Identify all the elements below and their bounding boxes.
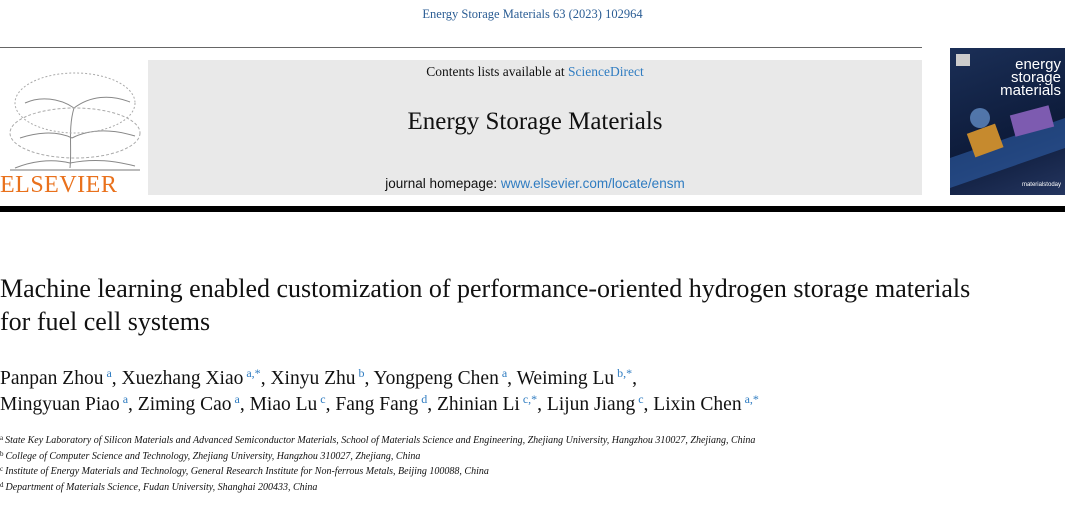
cover-title-line: storage (1010, 69, 1061, 86)
affiliation-label: a (0, 434, 4, 442)
publisher-name: ELSEVIER (0, 172, 118, 198)
author-affiliation-mark: a (122, 392, 129, 406)
article-title: Machine learning enabled customization o… (0, 274, 971, 336)
author-affiliation-mark: a (106, 366, 112, 380)
author-name: Xuezhang Xiao (121, 368, 244, 389)
author-name: Zhinian Li (436, 394, 520, 415)
author-separator: , (239, 394, 250, 415)
author-name: Xinyu Zhu (270, 368, 356, 389)
author-line: Mingyuan Piao a, Ziming Cao a, Miao Lu c, F… (0, 392, 759, 416)
author-name: Fang Fang (335, 394, 419, 415)
journal-banner: Contents lists available at ScienceDirec… (148, 60, 922, 195)
author-affiliation-mark: a,* (246, 366, 261, 380)
homepage-link[interactable]: www.elsevier.com/locate/ensm (500, 176, 685, 191)
cover-title-line: materials (1000, 82, 1061, 99)
affiliation-label: d (0, 480, 4, 489)
author-name: Ziming Cao (137, 394, 232, 415)
homepage-line: journal homepage: www.elsevier.com/locat… (148, 176, 922, 191)
cover-footer: materialstoday (1021, 182, 1061, 188)
author-name: Yongpeng Chen (373, 368, 499, 389)
affiliation-text: State Key Laboratory of Silicon Material… (5, 435, 756, 446)
affiliation: d Department of Materials Science, Fudan … (0, 479, 930, 495)
author-affiliation-mark: b (358, 366, 365, 380)
author-affiliation-mark: b,* (617, 366, 633, 380)
author-separator: , (643, 394, 654, 415)
cover-title: energy storage materials (1000, 56, 1061, 99)
affiliations: a State Key Laboratory of Silicon Materia… (0, 432, 930, 494)
author-name: Lixin Chen (653, 394, 742, 415)
author-separator: , (260, 368, 271, 389)
author-separator: , (325, 394, 336, 415)
journal-title: Energy Storage Materials (407, 108, 663, 135)
publisher-logo (9, 72, 141, 171)
author-name: Panpan Zhou (0, 368, 104, 389)
affiliation: b College of Computer Science and Technol… (0, 448, 930, 464)
author-affiliation-mark: a (501, 366, 508, 380)
author-separator: , (364, 368, 374, 389)
author-separator: , (427, 394, 437, 415)
author-affiliation-mark: a,* (744, 392, 759, 406)
header-bar (0, 206, 1065, 212)
author-separator: , (632, 368, 637, 389)
author-name: Miao Lu (249, 394, 318, 415)
journal-cover: energy storage materials materialstoday (950, 48, 1065, 195)
author-line: Panpan Zhou a, Xuezhang Xiao a,*, Xinyu Zh… (0, 366, 637, 390)
author-affiliation-mark: d (421, 392, 428, 406)
author-affiliation-mark: c (638, 392, 644, 406)
affiliation-text: Institute of Energy Materials and Techno… (5, 466, 489, 477)
author-name: Mingyuan Piao (0, 394, 120, 415)
author-name: Weiming Lu (516, 368, 615, 389)
author-name: Lijun Jiang (546, 394, 636, 415)
author-separator: , (507, 368, 517, 389)
rule (0, 47, 922, 48)
affiliation: a State Key Laboratory of Silicon Materia… (0, 432, 930, 448)
author-affiliation-mark: c (320, 392, 326, 406)
author-separator: , (537, 394, 547, 415)
cover-art (950, 54, 1065, 188)
affiliation: c Institute of Energy Materials and Techn… (0, 463, 930, 479)
affiliation-label: b (0, 449, 4, 458)
author-affiliation-mark: c,* (522, 392, 538, 406)
affiliation-label: c (0, 465, 4, 473)
cover-title-line: energy (1015, 56, 1061, 73)
author-separator: , (111, 368, 122, 389)
contents-prefix: Contents lists available at (426, 64, 568, 79)
homepage-prefix: journal homepage: (385, 176, 501, 191)
author-affiliation-mark: a (234, 392, 240, 406)
affiliation-text: College of Computer Science and Technolo… (5, 450, 421, 462)
sciencedirect-link[interactable]: ScienceDirect (568, 64, 644, 79)
contents-line: Contents lists available at ScienceDirec… (148, 64, 922, 80)
citation: Energy Storage Materials 63 (2023) 10296… (422, 7, 643, 21)
affiliation-text: Department of Materials Science, Fudan U… (5, 481, 318, 493)
author-separator: , (128, 394, 138, 415)
